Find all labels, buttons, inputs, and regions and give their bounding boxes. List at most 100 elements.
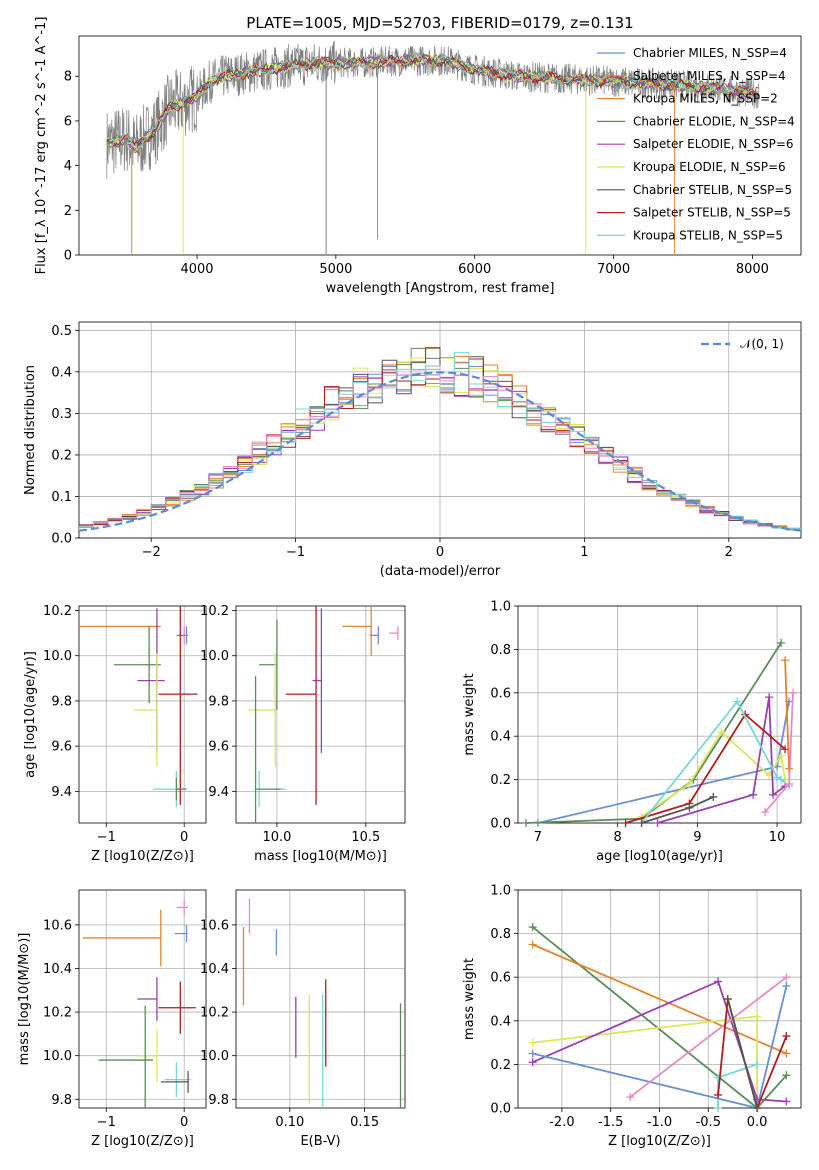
y-axis-label: mass weight xyxy=(462,958,477,1040)
y-tick-label: 0.5 xyxy=(51,324,72,339)
legend-entry: Salpeter ELODIE, N_SSP=6 xyxy=(633,137,794,151)
mass-vs-z-panel: −1 0 9.8 10.0 10.2 10.4 10.6 Z [log10(Z/Z⊙)] mas… xyxy=(17,889,207,1149)
legend-entry: Salpeter STELIB, N_SSP=5 xyxy=(633,206,791,220)
x-tick-label: 10.0 xyxy=(262,830,291,845)
series-marker xyxy=(626,1093,635,1102)
x-tick-label: −1 xyxy=(286,545,305,560)
series-line xyxy=(629,976,787,1098)
age-vs-z-panel: −1 0 9.4 9.6 9.8 10.0 10.2 Z [log10(Z/Z⊙)] age [… xyxy=(23,604,207,864)
series-marker xyxy=(717,727,726,736)
normal-distribution-curve xyxy=(78,371,802,532)
y-tick-label: 2 xyxy=(64,204,72,219)
x-tick-label: 0 xyxy=(436,545,444,560)
y-tick-label: 10.2 xyxy=(43,604,72,619)
series-line xyxy=(784,660,790,769)
series-marker xyxy=(789,688,798,697)
y-axis-label: mass weight xyxy=(462,673,477,755)
x-axis-label: Z [log10(Z/Z⊙)] xyxy=(91,849,194,864)
series-marker xyxy=(685,803,694,812)
x-tick-label: −2 xyxy=(142,545,161,560)
x-axis-label: age [log10(age/yr)] xyxy=(596,849,723,864)
plot-frame xyxy=(235,889,406,1109)
y-tick-label: 0.0 xyxy=(490,1102,511,1117)
y-tick-label: 10.6 xyxy=(200,918,229,933)
series-marker xyxy=(685,779,694,788)
y-tick-label: 0.2 xyxy=(51,448,72,463)
chart-title: PLATE=1005, MJD=52703, FIBERID=0179, z=0… xyxy=(246,14,633,32)
legend-entry: Kroupa MILES, N_SSP=2 xyxy=(633,92,778,106)
series-marker xyxy=(753,1104,762,1112)
plot-frame xyxy=(517,605,802,824)
series-marker xyxy=(782,1071,791,1080)
mass-vs-ebv-panel: 0.10 0.15 9.8 10.0 10.2 10.4 10.6 E(B-V) xyxy=(200,889,406,1149)
y-tick-label: 0 xyxy=(64,249,72,264)
series-marker xyxy=(528,940,537,949)
x-tick-label: 8000 xyxy=(736,262,769,277)
x-tick-label: -2.0 xyxy=(549,1115,574,1130)
y-tick-label: 0.8 xyxy=(490,927,511,942)
series-marker xyxy=(528,1058,537,1067)
x-tick-label: −1 xyxy=(97,1115,116,1130)
series-marker xyxy=(785,764,794,773)
legend-entry: Chabrier ELODIE, N_SSP=4 xyxy=(633,114,795,128)
y-tick-label: 9.8 xyxy=(208,1093,229,1108)
series-marker xyxy=(621,819,630,827)
series-marker xyxy=(761,808,770,817)
series-line xyxy=(532,943,787,1055)
series-marker xyxy=(782,1032,791,1041)
series-line xyxy=(657,696,786,824)
series-marker xyxy=(777,751,786,760)
series-marker xyxy=(753,1060,762,1069)
model-spectrum-line xyxy=(106,52,760,154)
x-tick-label: 7000 xyxy=(597,262,630,277)
series-marker xyxy=(528,1038,537,1047)
series-marker xyxy=(749,790,758,799)
series-marker xyxy=(714,1104,723,1112)
x-tick-label: -1.0 xyxy=(647,1115,672,1130)
x-tick-label: 1 xyxy=(580,545,588,560)
series-line xyxy=(625,713,786,824)
y-tick-label: 9.4 xyxy=(208,785,229,800)
series-line xyxy=(726,998,758,1109)
y-tick-label: 9.8 xyxy=(208,694,229,709)
y-axis-label: age [log10(age/yr)] xyxy=(23,651,38,778)
y-tick-label: 9.4 xyxy=(51,785,72,800)
y-tick-label: 4 xyxy=(64,159,72,174)
residual-histogram-step xyxy=(79,368,801,531)
x-tick-label: 10 xyxy=(769,830,786,845)
series-marker xyxy=(781,656,790,665)
y-tick-label: 0.6 xyxy=(490,971,511,986)
legend-entry: Chabrier MILES, N_SSP=4 xyxy=(633,46,787,60)
legend-entry: Kroupa ELODIE, N_SSP=6 xyxy=(633,160,786,174)
x-tick-label: 0.10 xyxy=(275,1115,304,1130)
x-tick-label: 8 xyxy=(614,830,622,845)
x-tick-label: 5000 xyxy=(319,262,352,277)
x-axis-label: Z [log10(Z/Z⊙)] xyxy=(91,1134,194,1149)
y-tick-label: 8 xyxy=(64,70,72,85)
y-tick-label: 0.6 xyxy=(490,686,511,701)
series-marker xyxy=(785,779,794,788)
age-vs-mass-panel: 10.0 10.5 9.4 9.6 9.8 10.0 10.2 mass [log10(M/M… xyxy=(200,604,406,864)
y-tick-label: 10.0 xyxy=(43,1049,72,1064)
y-tick-label: 10.2 xyxy=(43,1006,72,1021)
series-marker xyxy=(709,792,718,801)
x-axis-label: Z [log10(Z/Z⊙)] xyxy=(608,1134,711,1149)
y-tick-label: 0.0 xyxy=(490,817,511,832)
series-marker xyxy=(653,819,662,827)
x-tick-label: 6000 xyxy=(458,262,491,277)
series-marker xyxy=(765,693,774,702)
x-tick-label: −1 xyxy=(97,830,116,845)
y-axis-label: mass [log10(M/M⊙)] xyxy=(17,933,32,1066)
series-marker xyxy=(714,1090,723,1099)
y-tick-label: 0.3 xyxy=(51,407,72,422)
residuals-panel: −2 −1 0 1 2 0.0 0.1 0.2 0.3 0.4 0.5 (data-model)/er… xyxy=(23,321,802,579)
x-tick-label: 10.5 xyxy=(351,830,380,845)
series-marker xyxy=(769,790,778,799)
y-tick-label: 9.6 xyxy=(51,740,72,755)
y-tick-label: 10.4 xyxy=(200,962,229,977)
series-marker xyxy=(782,981,791,990)
x-axis-label: mass [log10(M/M⊙)] xyxy=(254,849,387,864)
plot-frame xyxy=(78,889,207,1109)
series-line xyxy=(641,730,786,818)
